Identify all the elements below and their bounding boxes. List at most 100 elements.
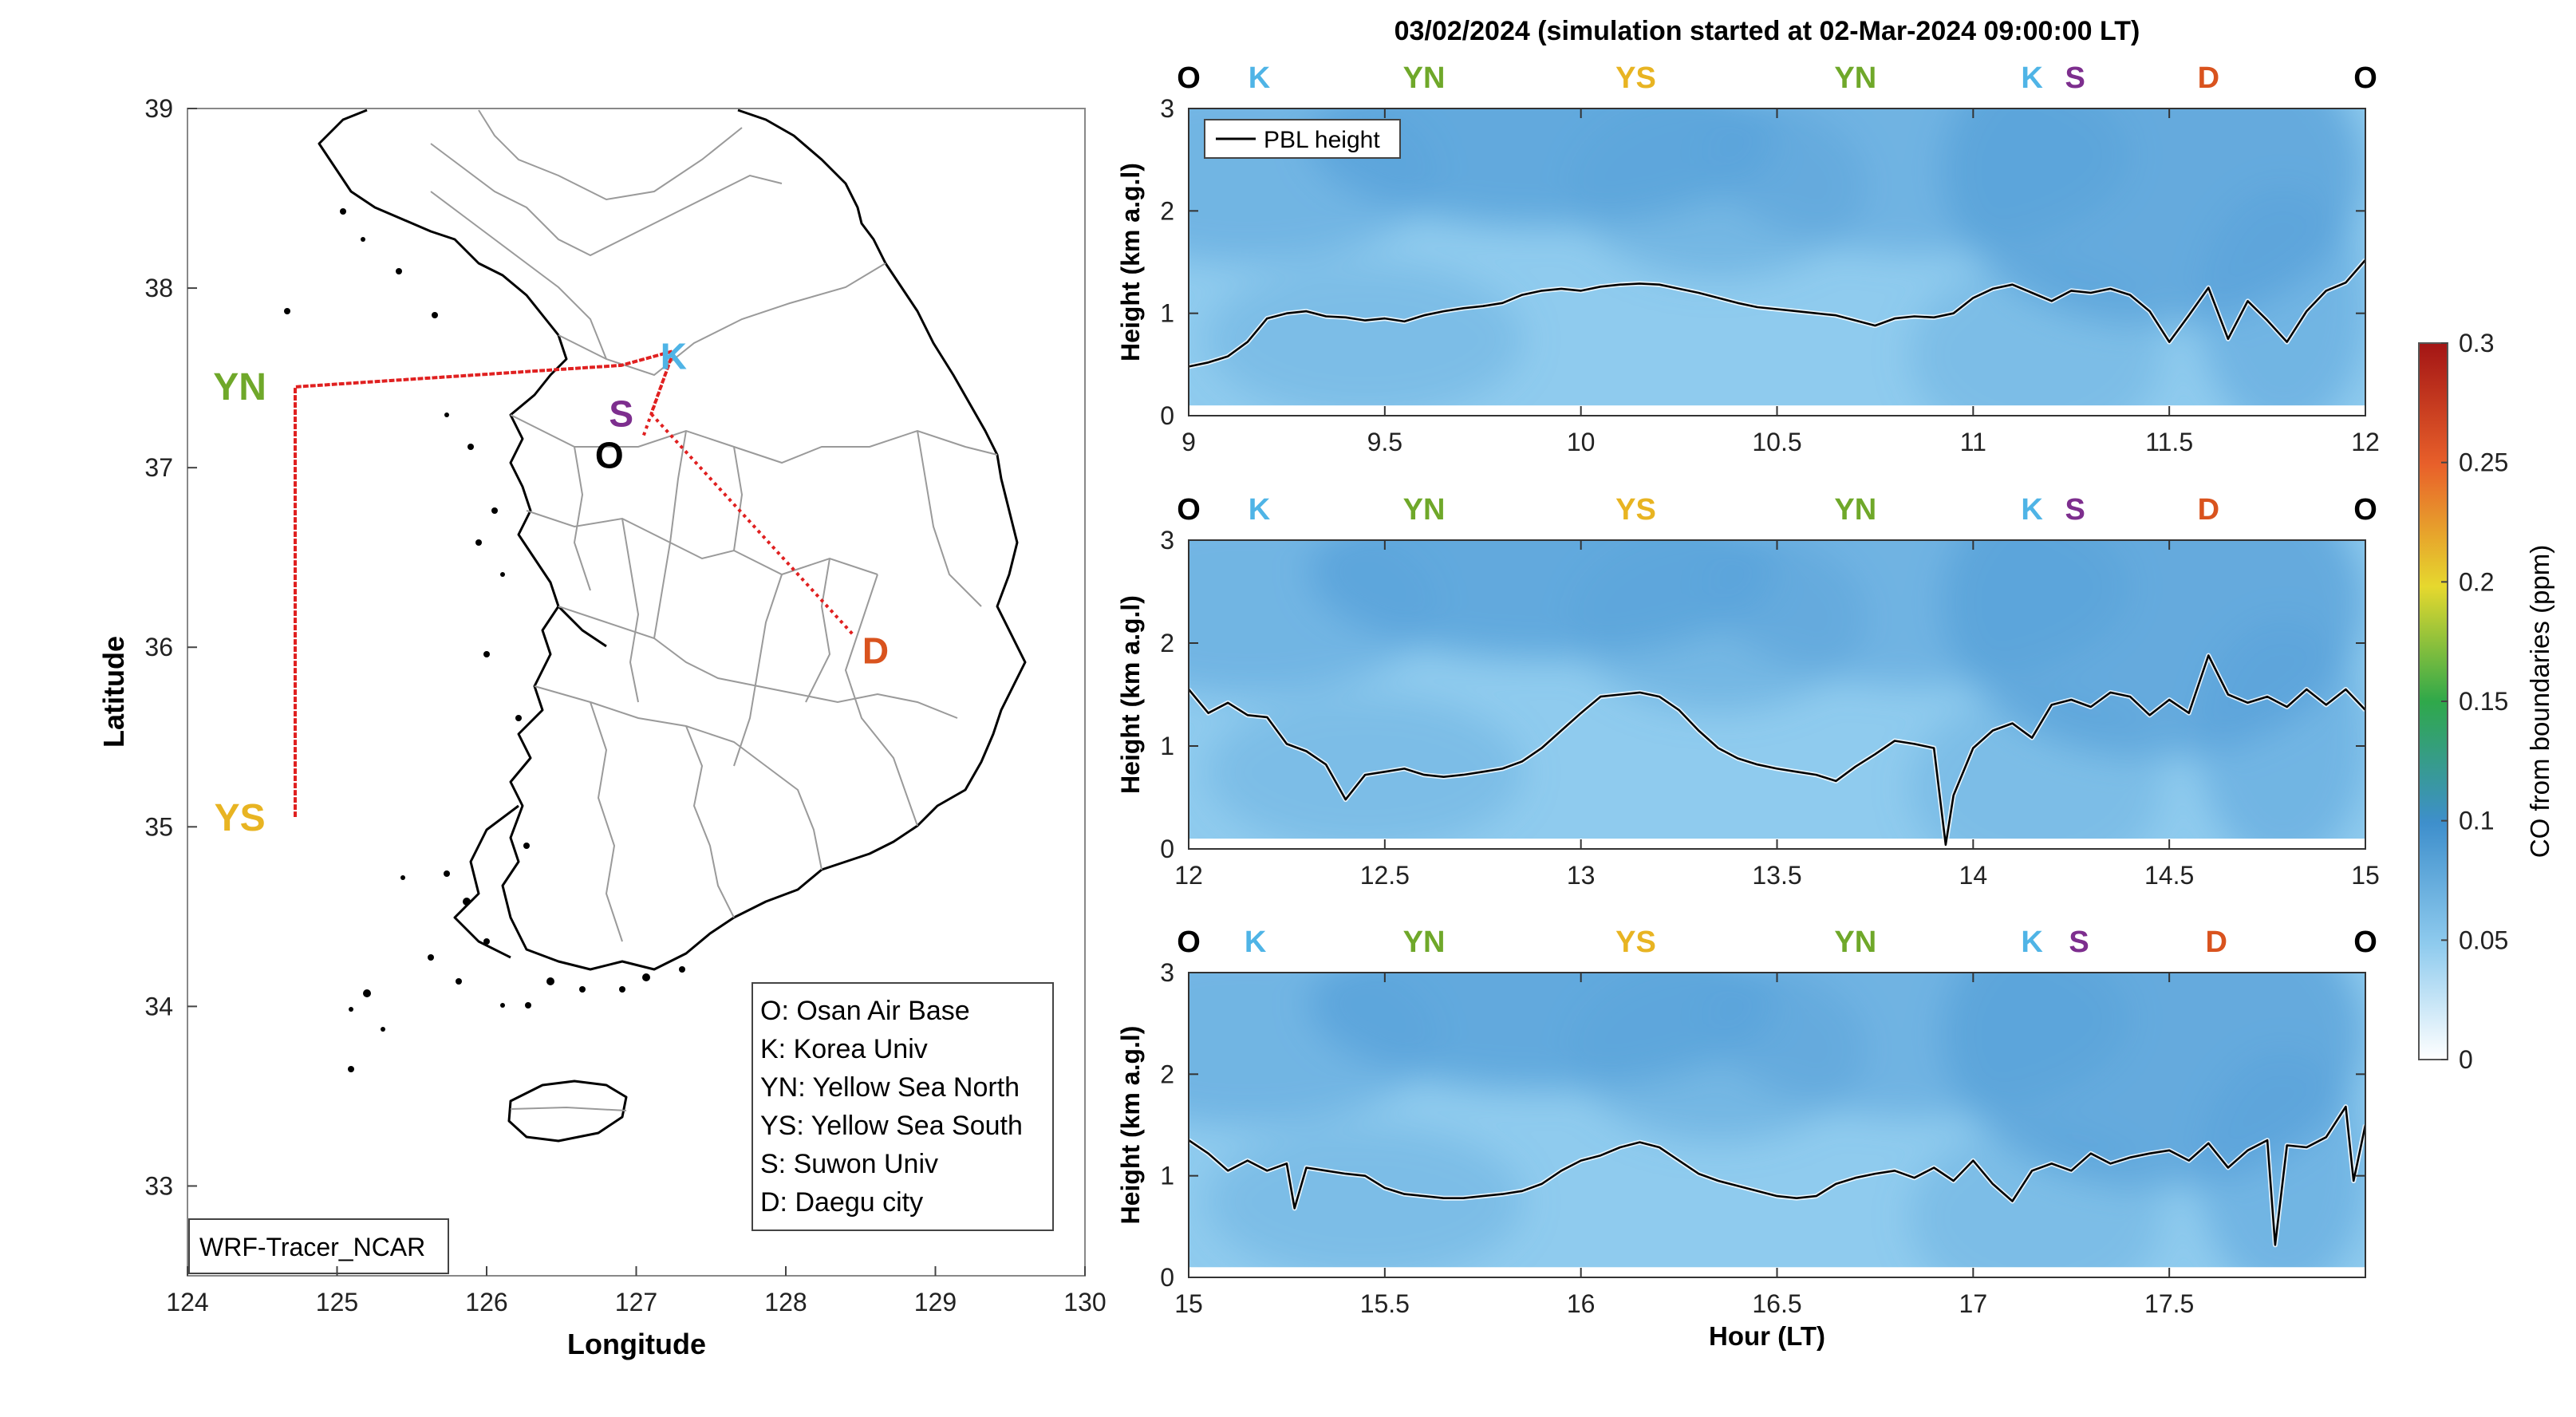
y-tick-label: 2 [1160,1060,1174,1088]
x-tick-label: 13.5 [1752,861,1801,890]
x-tick-label: 9 [1181,428,1196,456]
x-tick-label: 17.5 [2144,1289,2194,1318]
x-tick-label: 15 [2351,861,2380,890]
map-x-tick-label: 125 [316,1288,358,1316]
site-marker-k: K [2021,61,2043,95]
map-legend-entry: K: Korea Univ [760,1034,928,1064]
site-marker-yn: YN [1403,926,1446,959]
site-marker-d: D [2198,493,2219,527]
site-marker-ys: YS [1615,493,1656,527]
map-corner-label-box [188,1218,449,1274]
y-axis-label: Height (km a.g.l) [1116,595,1145,794]
site-marker-o: O [1177,493,1201,527]
colorbar-ticks: 0 0.05 0.1 0.15 0.2 0.25 0.3 [2441,329,2508,1074]
map-x-tick-label: 128 [764,1288,807,1316]
map-coastline [318,109,1027,1143]
map-y-label: Latitude [97,636,130,748]
colorbar-tick-label: 0.2 [2459,567,2494,596]
co-field-patch [1206,262,1525,416]
co-field-patch [1206,1125,1525,1277]
y-tick-label: 0 [1160,1263,1174,1292]
site-marker-k: K [2021,926,2043,959]
site-marker-s: S [2065,493,2085,527]
site-marker-o: O [2353,493,2377,527]
co-field [1189,109,2365,416]
site-marker-k: K [1249,493,1271,527]
x-tick-label: 16.5 [1752,1289,1801,1318]
x-tick-label: 15 [1174,1289,1203,1318]
co-field-texture [1189,540,2365,849]
colorbar: 0 0.05 0.1 0.15 0.2 0.25 0.3 CO from boundarie… [2418,329,2554,1074]
colorbar-label: CO from boundaries (ppm) [2525,545,2554,858]
x-tick-label: 14 [1959,861,1988,890]
site-label-s: S [609,393,633,435]
site-marker-yn: YN [1834,493,1876,527]
y-tick-label: 1 [1160,299,1174,328]
y-tick-label: 3 [1160,94,1174,123]
site-marker-k: K [1249,61,1271,95]
map-x-tick-label: 127 [615,1288,657,1316]
y-tick-label: 1 [1160,732,1174,760]
x-tick-label: 14.5 [2144,861,2194,890]
x-tick-label: 15.5 [1360,1289,1410,1318]
map-panel: KSO YN YS D WRF-Tracer_NCAR O: Osan Air Bas… [97,94,1107,1360]
map-y-tick-label: 39 [144,94,173,123]
site-labels: KSO YN YS D [213,336,889,839]
x-tick-label: 17 [1959,1289,1988,1318]
site-label-yn: YN [213,366,266,409]
map-corner-label: WRF-Tracer_NCAR [199,1233,425,1261]
colorbar-tick-label: 0.25 [2459,448,2508,477]
x-tick-label: 11.5 [2145,428,2193,456]
co-field-patch [2198,1049,2365,1277]
map-legend-box [751,982,1054,1231]
map-x-label: Longitude [567,1328,706,1360]
x-tick-label: 10 [1567,428,1596,456]
co-field-patch [2198,618,2365,849]
x-axis-label: Hour (LT) [1709,1321,1825,1351]
site-marker-s: S [2065,61,2085,95]
site-marker-ys: YS [1615,926,1656,959]
y-axis-label: Height (km a.g.l) [1116,1026,1145,1225]
y-tick-label: 3 [1160,958,1174,987]
curtain-panel: 15 15.5 16 16.5 17 17.5 0 1 2 3 Height (km a.g.l) O… [1116,926,2377,1318]
colorbar-tick-label: 0.15 [2459,687,2508,716]
site-marker-d: D [2205,926,2227,959]
map-legend-entry: YN: Yellow Sea North [760,1072,1020,1103]
site-marker-o: O [1177,61,1201,95]
site-marker-d: D [2198,61,2219,95]
co-field-patch [2198,186,2365,416]
x-tick-label: 13 [1567,861,1596,890]
pbl-legend-label: PBL height [1264,127,1380,153]
pbl-height-line [1189,654,2365,847]
colorbar-tick-label: 0.3 [2459,329,2494,357]
site-marker-k: K [2021,493,2043,527]
site-label-o: O [595,434,624,476]
site-label-ys: YS [215,797,266,839]
x-tick-label: 10.5 [1752,428,1801,456]
site-label-d: D [862,630,889,672]
colorbar-tick-label: 0.1 [2459,807,2494,835]
site-label-k: K [661,336,687,377]
y-tick-label: 2 [1160,196,1174,225]
map-y-tick-label: 37 [144,453,173,482]
x-tick-label: 9.5 [1367,428,1402,456]
y-tick-label: 1 [1160,1162,1174,1190]
map-legend: O: Osan Air Base K: Korea Univ YN: Yellow … [760,996,1023,1218]
x-tick-label: 11 [1960,428,1986,456]
co-field-patch [1908,1125,2164,1277]
map-x-tick-label: 129 [914,1288,957,1316]
x-tick-label: 12 [2351,428,2380,456]
site-marker-yn: YN [1403,61,1446,95]
map-y-tick-label: 33 [144,1171,173,1200]
y-tick-label: 2 [1160,629,1174,657]
map-province-borders [430,109,998,1111]
map-axes: 124 125 126 127 128 129 130 33 34 35 36 37 38 39 [144,94,1106,1316]
x-tick-label: 12 [1174,861,1203,890]
y-tick-label: 3 [1160,526,1174,555]
figure-title: 03/02/2024 (simulation started at 02-Mar… [1395,16,2140,46]
map-legend-entry: YS: Yellow Sea South [760,1111,1023,1141]
co-field-texture [1189,109,2365,416]
